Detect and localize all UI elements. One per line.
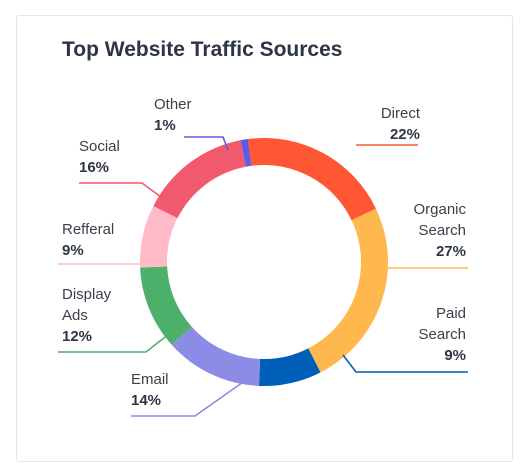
slice-value-direct: 22%	[390, 126, 420, 143]
slice-value-refferal: 9%	[62, 242, 84, 259]
slice-value-social: 16%	[79, 159, 109, 176]
slice-label-organic-search: Search	[418, 222, 466, 239]
slice-value-other: 1%	[154, 117, 176, 134]
slice-label-refferal: Refferal	[62, 221, 114, 238]
leader-line-other	[184, 136, 229, 151]
leader-line-paid-search	[342, 354, 468, 373]
chart-card	[16, 15, 513, 462]
slice-label-organic-search: Organic	[413, 201, 466, 218]
slice-label-other: Other	[154, 96, 192, 113]
slice-value-email: 14%	[131, 392, 161, 409]
slice-refferal	[139, 205, 178, 268]
slice-label-paid-search: Search	[418, 326, 466, 343]
slice-other	[240, 139, 252, 167]
slice-label-email: Email	[131, 371, 169, 388]
leader-line-email	[131, 379, 247, 417]
slice-label-paid-search: Paid	[436, 305, 466, 322]
slice-value-paid-search: 9%	[444, 347, 466, 364]
slice-display-ads	[140, 266, 192, 345]
slice-label-display-ads: Ads	[62, 307, 88, 324]
slice-label-social: Social	[79, 138, 120, 155]
slice-label-direct: Direct	[381, 105, 421, 122]
leader-line-display-ads	[58, 329, 175, 353]
slice-paid-search	[258, 348, 321, 386]
slice-email	[171, 326, 261, 386]
slice-social	[153, 140, 246, 219]
slice-value-organic-search: 27%	[436, 243, 466, 260]
slice-label-display-ads: Display	[62, 286, 112, 303]
leader-line-social	[79, 182, 166, 201]
chart-title: Top Website Traffic Sources	[62, 38, 343, 61]
slice-direct	[247, 138, 376, 221]
slice-organic-search	[308, 208, 389, 373]
slice-value-display-ads: 12%	[62, 328, 92, 345]
